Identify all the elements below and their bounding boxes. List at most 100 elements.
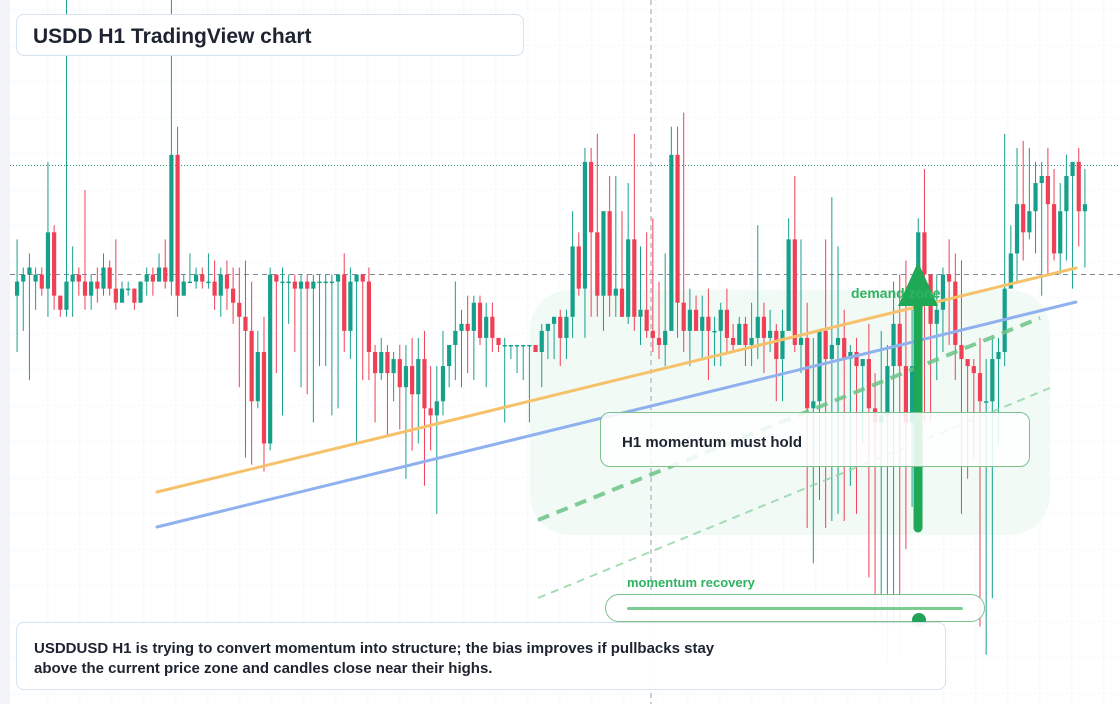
candle-body — [613, 288, 618, 296]
candle-body — [484, 316, 489, 338]
candle-body — [416, 359, 421, 395]
candle-body — [181, 281, 186, 296]
momentum-recovery-label: momentum recovery — [627, 575, 755, 590]
candle-body — [280, 281, 285, 284]
left-price-strip — [0, 0, 10, 704]
candle-body — [163, 267, 168, 282]
candle-body — [298, 281, 304, 289]
candle-body — [224, 274, 230, 289]
candle-body — [453, 330, 458, 345]
candle-body — [119, 288, 125, 303]
candle-body — [1027, 211, 1032, 233]
candle-body — [959, 344, 964, 360]
candle-body — [990, 359, 995, 402]
candle-body — [508, 344, 513, 347]
candle-body — [971, 366, 976, 374]
candle-body — [76, 274, 81, 282]
candle-body — [521, 344, 526, 347]
candle-body — [58, 295, 63, 310]
candle-body — [922, 232, 927, 275]
candle-body — [539, 330, 544, 352]
candle-body — [570, 246, 575, 317]
momentum-slider[interactable] — [605, 594, 985, 627]
candle-body — [953, 281, 958, 345]
candle-body — [749, 337, 754, 345]
demand-zone-label: demand zone — [851, 285, 941, 301]
candle-body — [829, 344, 834, 360]
analysis-note-card: USDDUSD H1 is trying to convert momentum… — [16, 622, 946, 690]
candle-body — [231, 288, 236, 303]
candle-body — [150, 274, 155, 282]
candle-body — [737, 323, 742, 345]
candle-body — [39, 274, 44, 289]
candle-body — [311, 281, 316, 289]
candle-body — [706, 316, 711, 331]
candle-body — [268, 274, 273, 444]
candle-body — [1064, 176, 1069, 212]
candle-body — [792, 239, 797, 345]
candle-body — [607, 211, 612, 296]
candle-body — [903, 366, 909, 423]
candle-body — [1008, 253, 1013, 289]
candle-body — [422, 359, 427, 409]
candle-body — [138, 281, 143, 303]
candle-body — [700, 316, 705, 331]
chart-title: USDD H1 TradingView chart — [33, 25, 312, 48]
candle-body — [1045, 176, 1050, 205]
candle-body — [187, 281, 193, 284]
candle-body — [805, 337, 810, 409]
candle-body — [471, 302, 476, 331]
candle-body — [811, 401, 816, 409]
candle-body — [891, 323, 896, 367]
candle-body — [249, 330, 254, 402]
candle-body — [663, 330, 668, 345]
candle-body — [755, 316, 760, 338]
title-card: USDD H1 TradingView chart — [16, 14, 524, 56]
candle-body — [348, 281, 353, 331]
candle-body — [693, 309, 699, 331]
candle-body — [1051, 204, 1057, 254]
candle-body — [619, 288, 625, 317]
candle-body — [681, 302, 686, 331]
candle-body — [144, 274, 149, 282]
candle-body — [558, 316, 563, 338]
candle-body — [255, 352, 260, 402]
candle-body — [854, 352, 859, 367]
candle-body — [656, 337, 662, 345]
candle-body — [490, 316, 495, 338]
bullish-arrow-head — [898, 262, 938, 306]
candle-body — [385, 352, 390, 374]
candle-body — [434, 401, 439, 416]
candle-body — [774, 330, 779, 360]
candle-body — [372, 352, 378, 374]
candle-body — [687, 309, 692, 331]
candle-body — [1021, 204, 1026, 233]
candle-body — [866, 359, 871, 409]
candle-body — [650, 330, 655, 338]
candle-body — [780, 330, 785, 360]
candle-body — [564, 316, 569, 338]
candle-body — [410, 366, 415, 395]
candle-body — [113, 288, 118, 303]
candle-body — [1014, 204, 1020, 254]
momentum-slider-track[interactable] — [627, 607, 963, 627]
candle-body — [768, 330, 773, 338]
candle-body — [95, 281, 100, 289]
candle-body — [317, 281, 322, 284]
candle-body — [761, 316, 767, 338]
candle-body — [286, 281, 291, 284]
candle-body — [329, 281, 334, 284]
candle-body — [1082, 204, 1088, 212]
candle-body — [496, 337, 501, 345]
candle-body — [89, 281, 94, 296]
candle-body — [940, 274, 946, 310]
candle-body — [391, 359, 396, 374]
candle-body — [440, 366, 446, 402]
candle-body — [860, 359, 865, 367]
candle-body — [465, 323, 470, 331]
candle-body — [323, 281, 328, 284]
candle-body — [551, 316, 557, 324]
candle-body — [909, 366, 915, 423]
candle-body — [82, 281, 88, 296]
candle-body — [107, 267, 112, 289]
